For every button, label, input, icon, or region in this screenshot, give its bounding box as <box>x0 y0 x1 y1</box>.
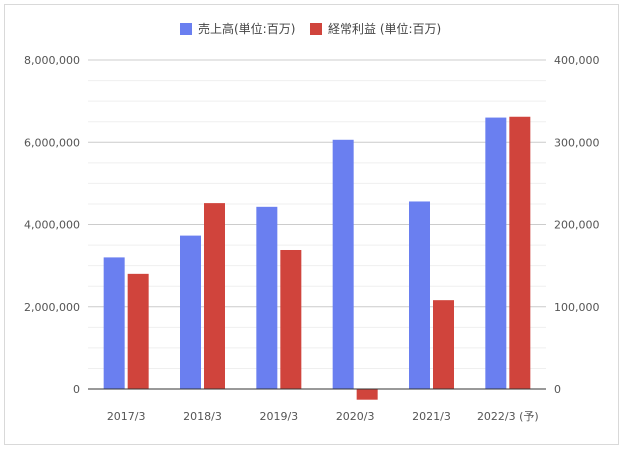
legend-label: 経常利益 (単位:百万) <box>328 21 441 36</box>
right-axis-tick-label: 100,000 <box>554 301 600 314</box>
grid-lines <box>88 59 546 369</box>
legend: 売上高(単位:百万) 経常利益 (単位:百万) <box>180 21 441 36</box>
bar-ordinary-profit <box>127 273 149 389</box>
right-axis-tick-label: 200,000 <box>554 219 600 232</box>
right-axis-tick-label: 300,000 <box>554 136 600 149</box>
bar-ordinary-profit <box>433 300 454 389</box>
left-axis-tick-label: 6,000,000 <box>24 136 80 149</box>
left-axis-tick-label: 4,000,000 <box>24 219 80 232</box>
bar-ordinary-profit <box>280 249 302 389</box>
left-axis-tick-label: 8,000,000 <box>24 54 80 67</box>
x-axis-tick-label: 2017/3 <box>107 410 146 423</box>
right-axis-tick-label: 0 <box>554 383 561 396</box>
x-axis-tick-label: 2021/3 <box>412 410 451 423</box>
right-axis-tick-label: 400,000 <box>554 54 600 67</box>
legend-swatch <box>310 23 322 35</box>
bar-sales <box>103 257 125 389</box>
bar-ordinary-profit <box>204 203 225 389</box>
bar-ordinary-profit <box>356 389 378 400</box>
axes: 0 2,000,000 4,000,000 6,000,000 8,000,000 0 10… <box>24 54 599 423</box>
x-axis-tick-label: 2020/3 <box>336 410 375 423</box>
legend-swatch <box>180 23 192 35</box>
bars <box>103 116 531 400</box>
bar-sales <box>180 235 201 389</box>
bar-sales <box>409 201 430 389</box>
x-axis-tick-label: 2019/3 <box>259 410 298 423</box>
x-axis-tick-label: 2018/3 <box>183 410 222 423</box>
chart-frame: 0 2,000,000 4,000,000 6,000,000 8,000,000 0 10… <box>4 4 619 445</box>
bar-sales <box>332 139 354 389</box>
bar-chart: 0 2,000,000 4,000,000 6,000,000 8,000,000 0 10… <box>24 21 599 423</box>
left-axis-tick-label: 2,000,000 <box>24 301 80 314</box>
x-axis-tick-label: 2022/3 (予) <box>477 410 539 423</box>
bar-sales <box>485 117 507 389</box>
bar-sales <box>256 206 278 389</box>
left-axis-tick-label: 0 <box>73 383 80 396</box>
legend-label: 売上高(単位:百万) <box>198 21 295 36</box>
bar-ordinary-profit <box>509 116 531 389</box>
